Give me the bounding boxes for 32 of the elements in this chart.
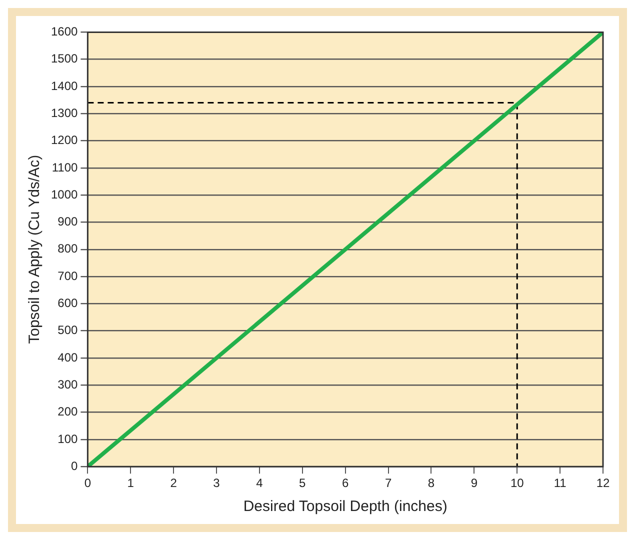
y-tick-label: 1100 [52, 160, 78, 174]
x-tick-label: 5 [299, 476, 306, 490]
x-tick-label: 9 [470, 476, 478, 490]
x-tick-label: 10 [510, 476, 524, 490]
x-tick-label: 8 [428, 476, 435, 490]
y-tick-label: 1500 [50, 52, 78, 66]
x-tick-label: 2 [170, 476, 178, 490]
y-tick-label: 1200 [50, 133, 78, 148]
y-tick-label: 300 [58, 377, 78, 392]
x-tick-label: 7 [384, 476, 392, 490]
y-axis-title: Topsoil to Apply (Cu Yds/Ac) [26, 154, 44, 344]
y-tick-label: 1600 [50, 24, 78, 39]
y-tick-label: 100 [58, 432, 78, 446]
y-tick-label: 200 [58, 404, 78, 419]
y-tick-label: 700 [58, 268, 78, 283]
y-tick-label: 800 [58, 242, 78, 256]
y-tick-label: 0 [71, 458, 78, 473]
y-tick-label: 900 [58, 214, 78, 229]
y-tick-label: 600 [58, 296, 78, 310]
x-tick-label: 4 [256, 476, 264, 490]
y-tick-label: 1400 [50, 78, 78, 93]
y-tick-label: 500 [58, 323, 78, 338]
x-tick-label: 3 [213, 476, 220, 490]
x-tick-label: 0 [84, 476, 92, 490]
x-tick-label: 1 [127, 476, 134, 490]
y-tick-label: 400 [58, 350, 78, 364]
x-tick-label: 12 [596, 476, 610, 490]
x-axis-title: Desired Topsoil Depth (inches) [243, 498, 448, 516]
x-tick-label: 11 [554, 476, 567, 490]
x-tick-label: 6 [342, 476, 350, 490]
y-tick-label: 1300 [50, 106, 78, 120]
y-tick-label: 1000 [50, 187, 78, 202]
